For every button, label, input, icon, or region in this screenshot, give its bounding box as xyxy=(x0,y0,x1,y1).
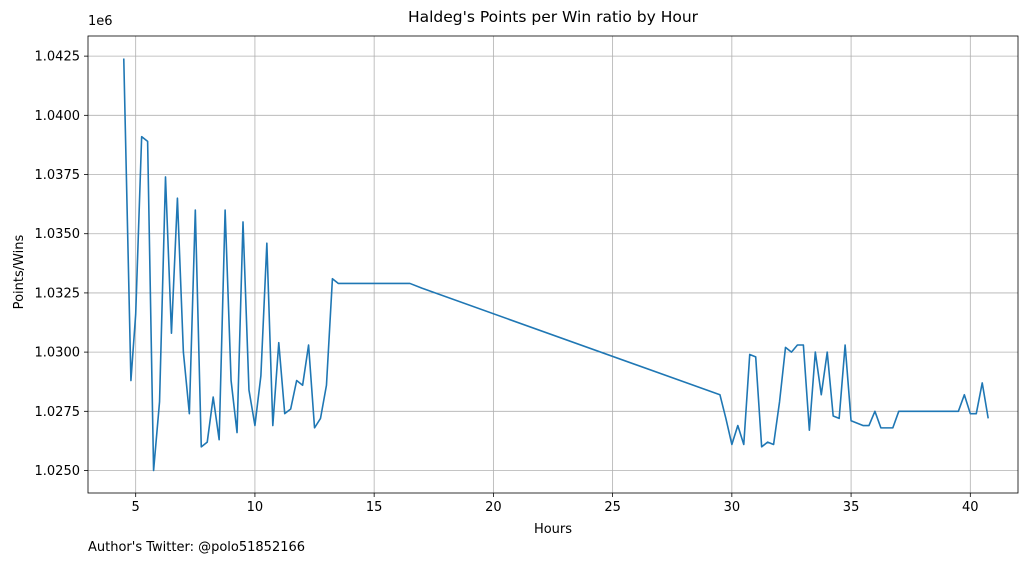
x-tick-label: 15 xyxy=(366,500,383,515)
axes-border xyxy=(87,35,1019,494)
chart-title: Haldeg's Points per Win ratio by Hour xyxy=(408,8,699,26)
y-offset-label: 1e6 xyxy=(88,14,113,29)
y-tick-label: 1.0300 xyxy=(35,346,81,361)
y-tick-label: 1.0375 xyxy=(35,168,81,183)
x-tick-label: 20 xyxy=(485,500,502,515)
axes-frame xyxy=(87,35,1019,494)
y-axis-label: Points/Wins xyxy=(12,234,27,309)
x-tick-label: 35 xyxy=(843,500,860,515)
y-tick-label: 1.0400 xyxy=(35,109,81,124)
author-footer: Author's Twitter: @polo51852166 xyxy=(88,540,305,555)
x-tick-label: 25 xyxy=(604,500,621,515)
y-tick-label: 1.0275 xyxy=(35,405,81,420)
series-layer xyxy=(122,58,989,472)
tick-layer: 5 10 15 20 25 30 35 40 1.0250 1.0275 1.0300 1.0325 1… xyxy=(35,50,979,515)
x-tick-label: 10 xyxy=(247,500,264,515)
x-tick-label: 30 xyxy=(724,500,741,515)
x-axis-label: Hours xyxy=(534,522,572,537)
grid-lines xyxy=(88,36,1018,493)
series-line xyxy=(122,58,989,472)
x-tick-label: 40 xyxy=(962,500,979,515)
x-tick-label: 5 xyxy=(132,500,140,515)
y-tick-label: 1.0250 xyxy=(35,464,81,479)
y-tick-label: 1.0325 xyxy=(35,286,81,301)
y-tick-label: 1.0425 xyxy=(35,50,81,65)
y-tick-label: 1.0350 xyxy=(35,227,81,242)
